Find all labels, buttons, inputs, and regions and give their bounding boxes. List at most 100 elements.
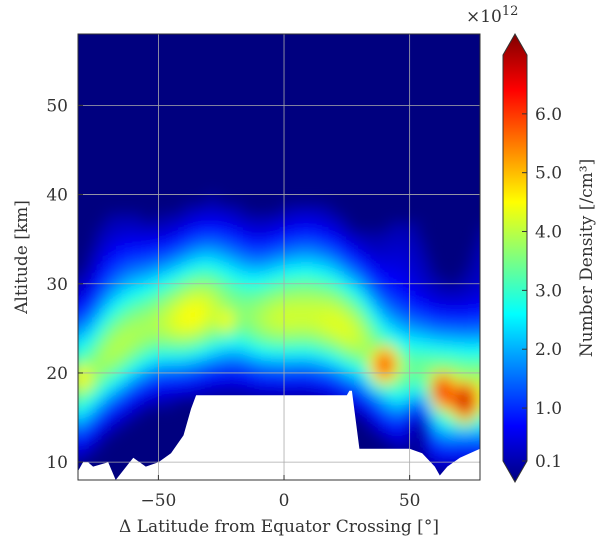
heatmap-cell — [432, 417, 440, 428]
heatmap-cell — [294, 203, 301, 213]
heatmap-cell — [432, 390, 440, 401]
heatmap-cell — [86, 408, 94, 419]
heatmap-cell — [168, 248, 176, 258]
heatmap-cell — [143, 283, 151, 294]
heatmap-cell — [300, 364, 308, 374]
heatmap-cell — [149, 364, 157, 374]
heatmap-cell — [193, 212, 201, 222]
heatmap-cell — [137, 346, 144, 356]
heatmap-cell — [400, 399, 408, 410]
heatmap-cell — [363, 301, 371, 312]
heatmap-cell — [105, 417, 113, 428]
heatmap-cell — [206, 310, 213, 320]
heatmap-cell — [300, 292, 308, 303]
heatmap-cell — [256, 346, 264, 356]
heatmap-cell — [218, 328, 226, 338]
heatmap-cell — [476, 248, 480, 258]
heatmap-cell — [375, 328, 383, 338]
heatmap-cell — [463, 381, 471, 392]
heatmap-cell — [174, 337, 182, 347]
heatmap-cell — [206, 203, 213, 213]
heatmap-cell — [155, 301, 163, 312]
heatmap-cell — [388, 390, 396, 401]
heatmap-cell — [86, 381, 94, 392]
heatmap-cell — [483, 319, 490, 329]
heatmap-cell — [237, 239, 245, 249]
heatmap-cell — [256, 257, 264, 267]
heatmap-cell — [363, 355, 371, 365]
heatmap-cell — [118, 265, 126, 276]
heatmap-cell — [212, 221, 220, 231]
heatmap-cell — [225, 265, 232, 276]
heatmap-cell — [199, 319, 207, 329]
heatmap-cell — [105, 337, 113, 347]
heatmap-cell — [78, 319, 82, 329]
heatmap-cell — [281, 310, 289, 320]
heatmap-cell — [168, 337, 176, 347]
heatmap-cell — [93, 319, 100, 329]
heatmap-cell — [143, 381, 151, 392]
heatmap-cell — [206, 364, 213, 374]
heatmap-cell — [250, 381, 257, 392]
heatmap-cell — [124, 239, 132, 249]
heatmap-cell — [243, 221, 251, 231]
heatmap-cell — [457, 381, 465, 392]
heatmap-cell — [344, 239, 352, 249]
heatmap-cell — [338, 265, 345, 276]
heatmap-cell — [338, 274, 345, 285]
heatmap-cell — [306, 355, 314, 365]
heatmap-cell — [319, 346, 327, 356]
heatmap-cell — [483, 382, 490, 392]
heatmap-cell — [168, 292, 176, 303]
heatmap-cell — [369, 355, 377, 365]
heatmap-cell — [206, 239, 213, 249]
heatmap-cell — [331, 230, 339, 240]
heatmap-cell — [344, 274, 352, 285]
heatmap-cell — [155, 221, 163, 231]
colorbar-tick-label: 2.0 — [535, 340, 562, 360]
heatmap-cell — [483, 248, 490, 258]
heatmap-cell — [155, 346, 163, 356]
heatmap-cell — [93, 435, 100, 445]
heatmap-cell — [68, 311, 75, 321]
heatmap-cell — [369, 230, 377, 240]
heatmap-cell — [105, 274, 113, 285]
heatmap-cell — [206, 292, 213, 303]
heatmap-cell — [80, 373, 88, 383]
heatmap-cell — [199, 265, 207, 276]
heatmap-cell — [338, 373, 345, 383]
heatmap-cell — [193, 248, 201, 258]
heatmap-cell — [294, 274, 301, 285]
heatmap-cell — [419, 364, 427, 374]
heatmap-cell — [218, 203, 226, 213]
heatmap-cell — [187, 239, 195, 249]
heatmap-cell — [388, 435, 396, 445]
heatmap-cell — [489, 444, 496, 454]
heatmap-cell — [124, 417, 132, 428]
heatmap-cell — [438, 453, 446, 463]
heatmap-cell — [294, 292, 301, 303]
heatmap-cell — [93, 301, 100, 312]
heatmap-cell — [124, 399, 132, 410]
heatmap-cell — [419, 310, 427, 320]
heatmap-cell — [344, 328, 352, 338]
heatmap-cell — [388, 239, 396, 249]
heatmap-cell — [457, 346, 465, 356]
heatmap-cell — [243, 257, 251, 267]
heatmap-cell — [489, 373, 496, 383]
heatmap-cell — [181, 346, 188, 356]
heatmap-cell — [413, 364, 421, 374]
heatmap-cell — [111, 239, 119, 249]
heatmap-cell — [80, 355, 88, 365]
heatmap-cell — [394, 292, 402, 303]
heatmap-cell — [193, 292, 201, 303]
heatmap-cell — [262, 319, 270, 329]
heatmap-cell — [80, 435, 88, 445]
heatmap-cell — [187, 328, 195, 338]
heatmap-cell — [68, 346, 75, 356]
grid-lines — [78, 34, 480, 480]
heatmap-cell — [426, 310, 433, 320]
heatmap-cell — [489, 257, 496, 267]
heatmap-cell — [350, 274, 358, 285]
heatmap-cell — [168, 364, 176, 374]
